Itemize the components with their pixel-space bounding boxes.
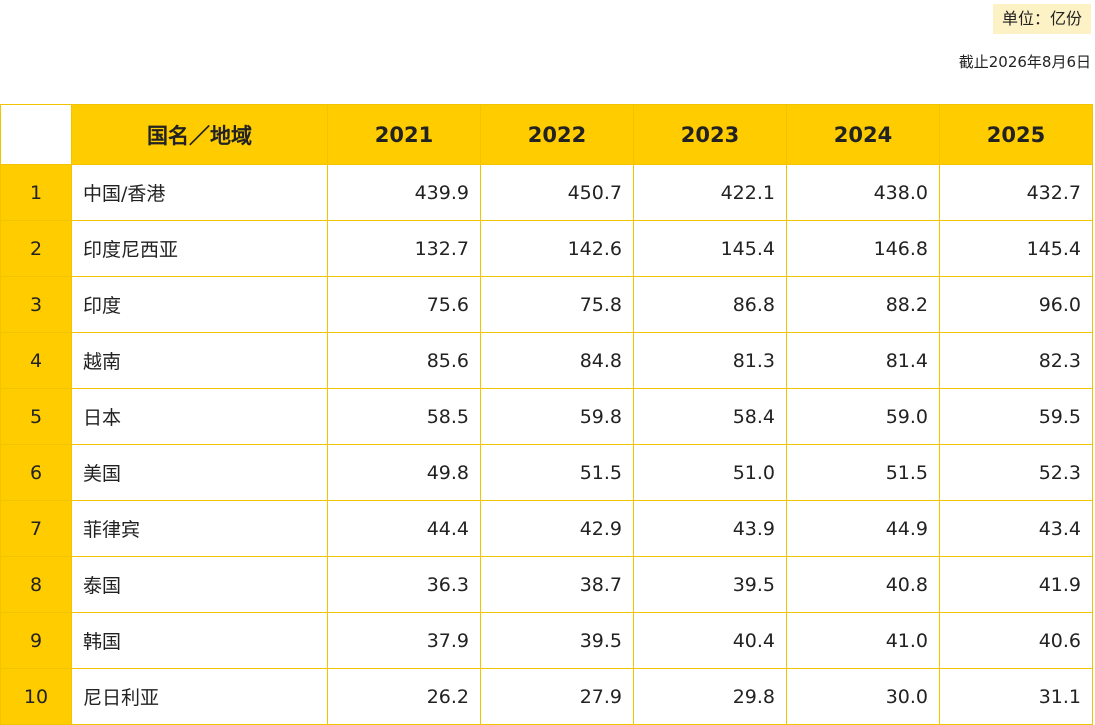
rank-cell: 1 xyxy=(0,164,72,221)
value-cell: 39.5 xyxy=(633,556,787,613)
value-cell: 51.5 xyxy=(480,444,634,501)
rank-cell: 5 xyxy=(0,388,72,445)
header-year: 2022 xyxy=(480,104,634,165)
as-of-date: 截止2026年8月6日 xyxy=(958,53,1091,71)
value-cell: 58.5 xyxy=(327,388,481,445)
value-cell: 145.4 xyxy=(939,220,1093,277)
value-cell: 49.8 xyxy=(327,444,481,501)
country-cell: 尼日利亚 xyxy=(71,668,328,725)
table-row: 3 印度 75.6 75.8 86.8 88.2 96.0 xyxy=(0,276,1093,333)
table-row: 8 泰国 36.3 38.7 39.5 40.8 41.9 xyxy=(0,556,1093,613)
value-cell: 75.8 xyxy=(480,276,634,333)
rank-cell: 9 xyxy=(0,612,72,669)
country-cell: 印度尼西亚 xyxy=(71,220,328,277)
value-cell: 81.3 xyxy=(633,332,787,389)
header-country: 国名／地域 xyxy=(71,104,328,165)
value-cell: 82.3 xyxy=(939,332,1093,389)
value-cell: 75.6 xyxy=(327,276,481,333)
table-row: 1 中国/香港 439.9 450.7 422.1 438.0 432.7 xyxy=(0,164,1093,221)
value-cell: 44.9 xyxy=(786,500,940,557)
value-cell: 42.9 xyxy=(480,500,634,557)
value-cell: 85.6 xyxy=(327,332,481,389)
country-cell: 美国 xyxy=(71,444,328,501)
header-year: 2023 xyxy=(633,104,787,165)
value-cell: 43.4 xyxy=(939,500,1093,557)
value-cell: 39.5 xyxy=(480,612,634,669)
header-year: 2021 xyxy=(327,104,481,165)
value-cell: 41.0 xyxy=(786,612,940,669)
value-cell: 59.5 xyxy=(939,388,1093,445)
value-cell: 142.6 xyxy=(480,220,634,277)
country-cell: 越南 xyxy=(71,332,328,389)
value-cell: 145.4 xyxy=(633,220,787,277)
value-cell: 422.1 xyxy=(633,164,787,221)
rank-cell: 2 xyxy=(0,220,72,277)
value-cell: 86.8 xyxy=(633,276,787,333)
value-cell: 40.6 xyxy=(939,612,1093,669)
table-row: 6 美国 49.8 51.5 51.0 51.5 52.3 xyxy=(0,444,1093,501)
country-cell: 菲律宾 xyxy=(71,500,328,557)
table-row: 10 尼日利亚 26.2 27.9 29.8 30.0 31.1 xyxy=(0,668,1093,725)
value-cell: 41.9 xyxy=(939,556,1093,613)
value-cell: 52.3 xyxy=(939,444,1093,501)
value-cell: 38.7 xyxy=(480,556,634,613)
table-row: 7 菲律宾 44.4 42.9 43.9 44.9 43.4 xyxy=(0,500,1093,557)
value-cell: 84.8 xyxy=(480,332,634,389)
table-row: 5 日本 58.5 59.8 58.4 59.0 59.5 xyxy=(0,388,1093,445)
value-cell: 88.2 xyxy=(786,276,940,333)
rank-cell: 6 xyxy=(0,444,72,501)
value-cell: 31.1 xyxy=(939,668,1093,725)
value-cell: 59.8 xyxy=(480,388,634,445)
value-cell: 40.8 xyxy=(786,556,940,613)
value-cell: 27.9 xyxy=(480,668,634,725)
country-cell: 日本 xyxy=(71,388,328,445)
value-cell: 30.0 xyxy=(786,668,940,725)
value-cell: 439.9 xyxy=(327,164,481,221)
value-cell: 146.8 xyxy=(786,220,940,277)
rank-cell: 10 xyxy=(0,668,72,725)
value-cell: 29.8 xyxy=(633,668,787,725)
country-cell: 韩国 xyxy=(71,612,328,669)
rank-cell: 4 xyxy=(0,332,72,389)
header-year: 2024 xyxy=(786,104,940,165)
value-cell: 51.5 xyxy=(786,444,940,501)
header-rank xyxy=(0,104,72,165)
value-cell: 26.2 xyxy=(327,668,481,725)
value-cell: 58.4 xyxy=(633,388,787,445)
value-cell: 438.0 xyxy=(786,164,940,221)
value-cell: 96.0 xyxy=(939,276,1093,333)
rank-cell: 7 xyxy=(0,500,72,557)
value-cell: 81.4 xyxy=(786,332,940,389)
value-cell: 40.4 xyxy=(633,612,787,669)
table-row: 4 越南 85.6 84.8 81.3 81.4 82.3 xyxy=(0,332,1093,389)
value-cell: 36.3 xyxy=(327,556,481,613)
table-body: 1 中国/香港 439.9 450.7 422.1 438.0 432.7 2 印度尼西亚 132… xyxy=(0,164,1093,725)
table-row: 2 印度尼西亚 132.7 142.6 145.4 146.8 145.4 xyxy=(0,220,1093,277)
table-row: 9 韩国 37.9 39.5 40.4 41.0 40.6 xyxy=(0,612,1093,669)
country-cell: 印度 xyxy=(71,276,328,333)
country-cell: 泰国 xyxy=(71,556,328,613)
rank-cell: 3 xyxy=(0,276,72,333)
value-cell: 450.7 xyxy=(480,164,634,221)
value-cell: 43.9 xyxy=(633,500,787,557)
ranking-table: 国名／地域 2021 2022 2023 2024 2025 1 中国/香港 439… xyxy=(0,104,1093,725)
value-cell: 432.7 xyxy=(939,164,1093,221)
value-cell: 59.0 xyxy=(786,388,940,445)
value-cell: 44.4 xyxy=(327,500,481,557)
value-cell: 132.7 xyxy=(327,220,481,277)
value-cell: 37.9 xyxy=(327,612,481,669)
country-cell: 中国/香港 xyxy=(71,164,328,221)
header-row: 国名／地域 2021 2022 2023 2024 2025 xyxy=(0,104,1093,165)
value-cell: 51.0 xyxy=(633,444,787,501)
rank-cell: 8 xyxy=(0,556,72,613)
unit-label: 单位：亿份 xyxy=(992,4,1091,34)
header-year: 2025 xyxy=(939,104,1093,165)
